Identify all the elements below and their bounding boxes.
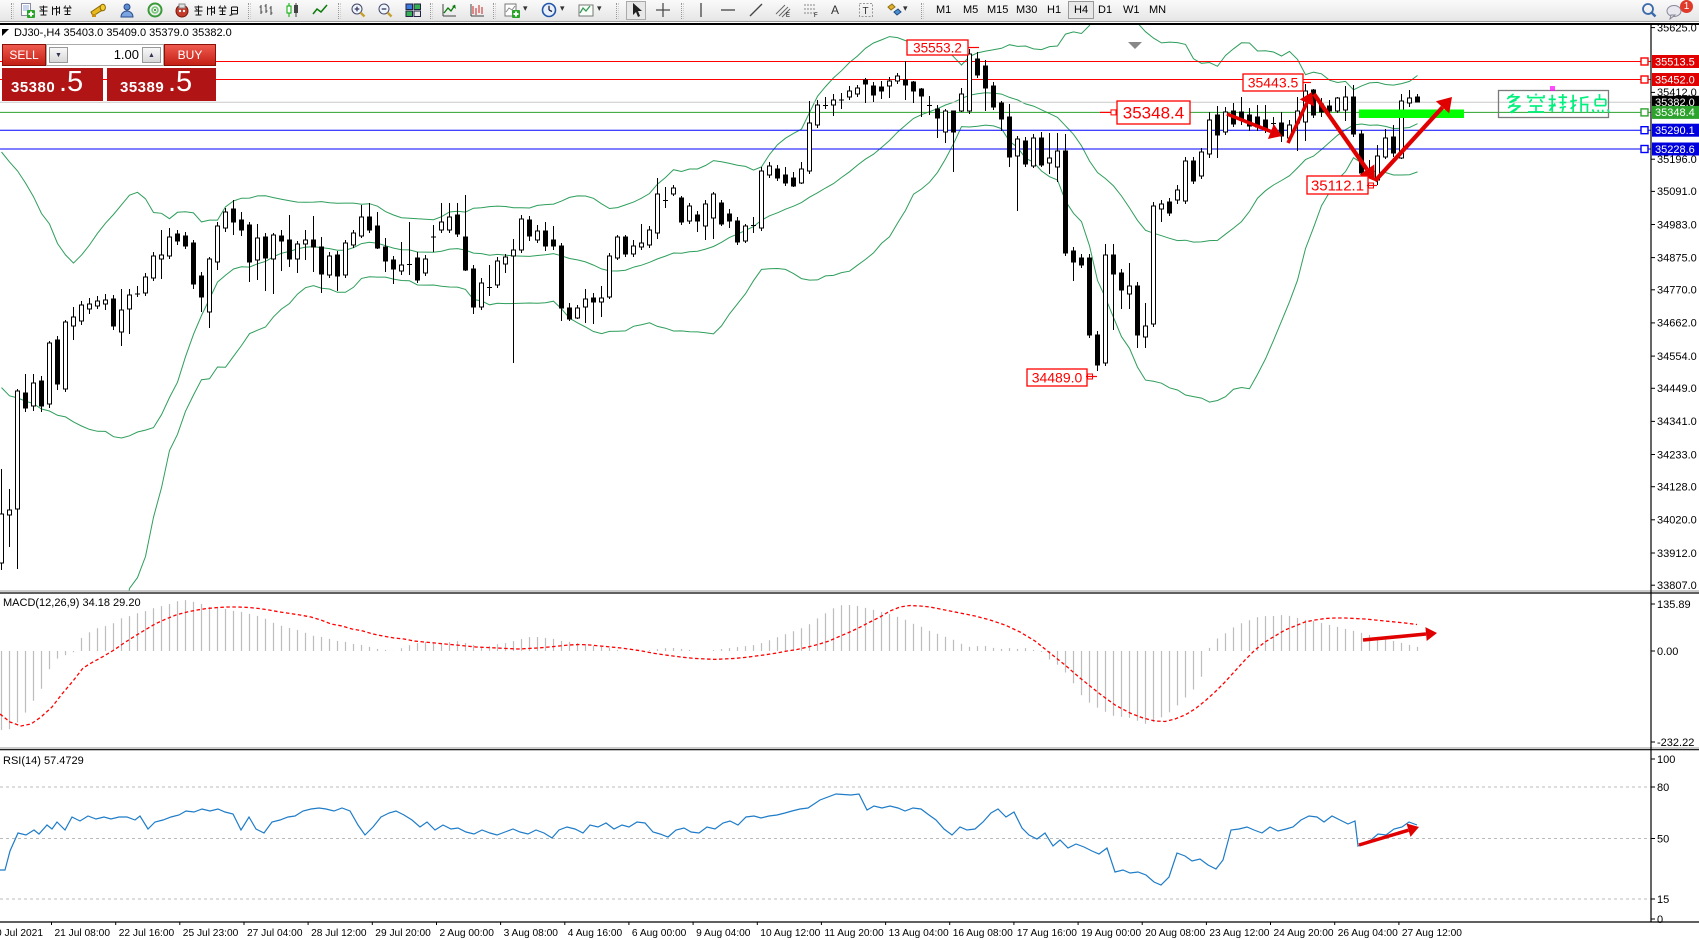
svg-text:17 Aug 16:00: 17 Aug 16:00 xyxy=(1017,928,1077,939)
svg-text:19 Aug 00:00: 19 Aug 00:00 xyxy=(1081,928,1141,939)
svg-text:20 Aug 08:00: 20 Aug 08:00 xyxy=(1145,928,1205,939)
svg-text:E: E xyxy=(786,13,790,19)
svg-text:22 Jul 16:00: 22 Jul 16:00 xyxy=(119,928,175,939)
svg-text:34020.0: 34020.0 xyxy=(1657,515,1697,527)
svg-text:35196.0: 35196.0 xyxy=(1657,154,1697,166)
svg-text:24 Aug 20:00: 24 Aug 20:00 xyxy=(1274,928,1334,939)
svg-text:35348.4: 35348.4 xyxy=(1655,107,1695,119)
svg-text:33807.0: 33807.0 xyxy=(1657,580,1697,592)
svg-text:50: 50 xyxy=(1657,833,1669,845)
svg-text:11 Aug 20:00: 11 Aug 20:00 xyxy=(824,928,884,939)
svg-text:34341.0: 34341.0 xyxy=(1657,416,1697,428)
svg-text:34875.0: 34875.0 xyxy=(1657,252,1697,264)
svg-text:34489.0: 34489.0 xyxy=(1032,370,1083,386)
svg-text:16 Aug 08:00: 16 Aug 08:00 xyxy=(953,928,1013,939)
svg-text:35348.4: 35348.4 xyxy=(1123,104,1184,123)
svg-text:MACD(12,26,9) 34.18 29.20: MACD(12,26,9) 34.18 29.20 xyxy=(3,597,141,609)
svg-text:3 Aug 08:00: 3 Aug 08:00 xyxy=(504,928,559,939)
svg-text:RSI(14) 57.4729: RSI(14) 57.4729 xyxy=(3,755,84,767)
svg-text:35513.5: 35513.5 xyxy=(1655,56,1695,68)
svg-text:34662.0: 34662.0 xyxy=(1657,318,1697,330)
svg-text:27 Aug 12:00: 27 Aug 12:00 xyxy=(1402,928,1462,939)
svg-text:28 Jul 12:00: 28 Jul 12:00 xyxy=(311,928,367,939)
svg-text:6 Aug 00:00: 6 Aug 00:00 xyxy=(632,928,687,939)
svg-text:34554.0: 34554.0 xyxy=(1657,351,1697,363)
svg-text:0: 0 xyxy=(1657,914,1663,926)
svg-text:34128.0: 34128.0 xyxy=(1657,482,1697,494)
svg-text:4 Aug 16:00: 4 Aug 16:00 xyxy=(568,928,623,939)
svg-text:21 Jul 08:00: 21 Jul 08:00 xyxy=(55,928,111,939)
svg-text:29 Jul 20:00: 29 Jul 20:00 xyxy=(375,928,431,939)
svg-text:20 Jul 2021: 20 Jul 2021 xyxy=(0,928,43,939)
svg-text:35112.1: 35112.1 xyxy=(1311,177,1364,194)
svg-text:13 Aug 04:00: 13 Aug 04:00 xyxy=(889,928,949,939)
svg-text:23 Aug 12:00: 23 Aug 12:00 xyxy=(1209,928,1269,939)
svg-text:0.00: 0.00 xyxy=(1657,646,1678,658)
svg-text:35625.0: 35625.0 xyxy=(1657,22,1697,34)
svg-text:100: 100 xyxy=(1657,754,1675,766)
svg-text:80: 80 xyxy=(1657,782,1669,794)
svg-text:27 Jul 04:00: 27 Jul 04:00 xyxy=(247,928,303,939)
svg-text:9 Aug 04:00: 9 Aug 04:00 xyxy=(696,928,751,939)
svg-text:15: 15 xyxy=(1657,894,1669,906)
svg-text:135.89: 135.89 xyxy=(1657,599,1691,611)
svg-text:35443.5: 35443.5 xyxy=(1248,75,1299,91)
svg-text:34983.0: 34983.0 xyxy=(1657,219,1697,231)
svg-text:34449.0: 34449.0 xyxy=(1657,383,1697,395)
svg-text:26 Aug 04:00: 26 Aug 04:00 xyxy=(1338,928,1398,939)
svg-text:35091.0: 35091.0 xyxy=(1657,186,1697,198)
svg-text:34770.0: 34770.0 xyxy=(1657,285,1697,297)
svg-text:35553.2: 35553.2 xyxy=(913,40,962,55)
svg-text:35290.1: 35290.1 xyxy=(1655,125,1695,137)
svg-text:35452.0: 35452.0 xyxy=(1655,74,1695,86)
svg-text:2 Aug 00:00: 2 Aug 00:00 xyxy=(440,928,495,939)
svg-text:T: T xyxy=(863,6,869,17)
svg-text:DJ30-,H4 35403.0 35409.0 3537: DJ30-,H4 35403.0 35409.0 35379.0 35382.0 xyxy=(14,27,232,39)
svg-text:34233.0: 34233.0 xyxy=(1657,449,1697,461)
svg-text:-232.22: -232.22 xyxy=(1657,737,1694,749)
svg-text:35228.6: 35228.6 xyxy=(1655,144,1695,156)
svg-text:F: F xyxy=(814,13,818,19)
svg-text:10 Aug 12:00: 10 Aug 12:00 xyxy=(760,928,820,939)
svg-text:25 Jul 23:00: 25 Jul 23:00 xyxy=(183,928,239,939)
svg-text:33912.0: 33912.0 xyxy=(1657,548,1697,560)
